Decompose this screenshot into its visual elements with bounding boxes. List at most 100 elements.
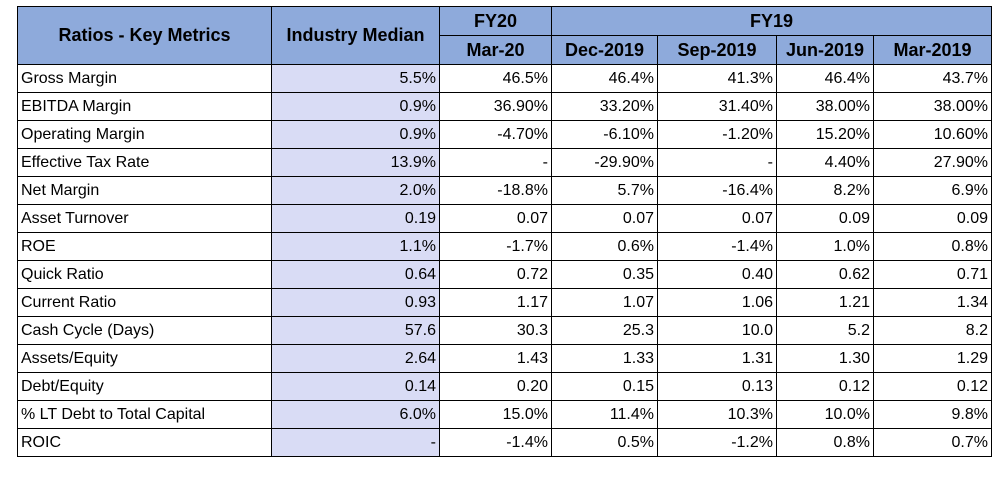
value-cell: 15.0% <box>439 400 552 429</box>
metric-name: Quick Ratio <box>17 260 272 289</box>
table-row: Current Ratio 0.93 1.17 1.07 1.06 1.21 1.34 <box>17 288 992 317</box>
value-cell: -6.10% <box>551 120 658 149</box>
value-cell: 8.2% <box>776 176 874 205</box>
industry-median-cell: 0.14 <box>271 372 440 401</box>
value-cell: 0.07 <box>439 204 552 233</box>
value-cell: 1.30 <box>776 344 874 373</box>
value-cell: 43.7% <box>873 64 992 93</box>
industry-median-cell: 2.64 <box>271 344 440 373</box>
value-cell: 27.90% <box>873 148 992 177</box>
industry-median-cell: 0.19 <box>271 204 440 233</box>
metric-name: Gross Margin <box>17 64 272 93</box>
value-cell: 46.5% <box>439 64 552 93</box>
metric-name: Assets/Equity <box>17 344 272 373</box>
value-cell: 9.8% <box>873 400 992 429</box>
value-cell: 0.09 <box>873 204 992 233</box>
table-row: Cash Cycle (Days) 57.6 30.3 25.3 10.0 5.2 8.2 <box>17 316 992 345</box>
table-row: % LT Debt to Total Capital 6.0% 15.0% 11.4%… <box>17 400 992 429</box>
value-cell: 1.06 <box>657 288 777 317</box>
value-cell: 46.4% <box>551 64 658 93</box>
value-cell: 1.07 <box>551 288 658 317</box>
value-cell: -1.4% <box>439 428 552 457</box>
value-cell: 30.3 <box>439 316 552 345</box>
value-cell: - <box>657 148 777 177</box>
value-cell: 0.35 <box>551 260 658 289</box>
value-cell: 0.72 <box>439 260 552 289</box>
period-header: Sep-2019 <box>657 35 777 65</box>
table-body: Gross Margin 5.5% 46.5% 46.4% 41.3% 46.4% 43.7… <box>17 64 992 457</box>
table-row: EBITDA Margin 0.9% 36.90% 33.20% 31.40% 38.00… <box>17 92 992 121</box>
value-cell: 1.34 <box>873 288 992 317</box>
header-row-top: Ratios - Key Metrics Industry Median FY2… <box>17 6 992 65</box>
table-row: Effective Tax Rate 13.9% - -29.90% -4.40% 27.… <box>17 148 992 177</box>
value-cell: 38.00% <box>776 92 874 121</box>
value-cell: 0.07 <box>657 204 777 233</box>
industry-median-cell: 0.9% <box>271 120 440 149</box>
table-row: Operating Margin 0.9% -4.70% -6.10% -1.20% 15… <box>17 120 992 149</box>
value-cell: 0.15 <box>551 372 658 401</box>
value-cell: -16.4% <box>657 176 777 205</box>
table-row: ROE 1.1% -1.7% 0.6% -1.4% 1.0% 0.8% <box>17 232 992 261</box>
value-cell: 41.3% <box>657 64 777 93</box>
industry-median-cell: 13.9% <box>271 148 440 177</box>
value-cell: 15.20% <box>776 120 874 149</box>
fy19-header: FY19 <box>551 6 992 36</box>
fy20-header: FY20 <box>439 6 552 36</box>
metric-name: Net Margin <box>17 176 272 205</box>
header-row-periods: Mar-20 Dec-2019 Sep-2019 Jun-2019 Mar-20… <box>18 35 992 65</box>
value-cell: 0.13 <box>657 372 777 401</box>
value-cell: 11.4% <box>551 400 658 429</box>
industry-median-cell: 5.5% <box>271 64 440 93</box>
table-row: Gross Margin 5.5% 46.5% 46.4% 41.3% 46.4% 43.7… <box>17 64 992 93</box>
period-header: Mar-2019 <box>873 35 992 65</box>
value-cell: 38.00% <box>873 92 992 121</box>
metric-name: Current Ratio <box>17 288 272 317</box>
metric-name: Cash Cycle (Days) <box>17 316 272 345</box>
value-cell: 36.90% <box>439 92 552 121</box>
value-cell: -18.8% <box>439 176 552 205</box>
table-row: Assets/Equity 2.64 1.43 1.33 1.31 1.30 1.29 <box>17 344 992 373</box>
value-cell: -29.90% <box>551 148 658 177</box>
ratios-table: Ratios - Key Metrics Industry Median FY2… <box>17 6 992 457</box>
value-cell: 0.8% <box>873 232 992 261</box>
metric-header: Ratios - Key Metrics <box>17 6 272 65</box>
value-cell: 8.2 <box>873 316 992 345</box>
value-cell: 33.20% <box>551 92 658 121</box>
value-cell: 5.2 <box>776 316 874 345</box>
value-cell: 1.43 <box>439 344 552 373</box>
value-cell: -1.2% <box>657 428 777 457</box>
value-cell: -4.70% <box>439 120 552 149</box>
value-cell: 25.3 <box>551 316 658 345</box>
value-cell: 1.0% <box>776 232 874 261</box>
value-cell: 0.20 <box>439 372 552 401</box>
value-cell: 0.6% <box>551 232 658 261</box>
value-cell: 46.4% <box>776 64 874 93</box>
value-cell: 31.40% <box>657 92 777 121</box>
value-cell: 10.3% <box>657 400 777 429</box>
value-cell: 10.0 <box>657 316 777 345</box>
value-cell: - <box>439 148 552 177</box>
value-cell: 4.40% <box>776 148 874 177</box>
industry-median-cell: 0.64 <box>271 260 440 289</box>
industry-median-cell: 1.1% <box>271 232 440 261</box>
table-row: Net Margin 2.0% -18.8% 5.7% -16.4% 8.2% 6.9% <box>17 176 992 205</box>
value-cell: 10.0% <box>776 400 874 429</box>
value-cell: 0.40 <box>657 260 777 289</box>
metric-name: Effective Tax Rate <box>17 148 272 177</box>
table-row: Asset Turnover 0.19 0.07 0.07 0.07 0.09 0.09 <box>17 204 992 233</box>
value-cell: 6.9% <box>873 176 992 205</box>
value-cell: -1.7% <box>439 232 552 261</box>
metric-name: ROIC <box>17 428 272 457</box>
industry-median-cell: 6.0% <box>271 400 440 429</box>
metric-name: EBITDA Margin <box>17 92 272 121</box>
value-cell: -1.20% <box>657 120 777 149</box>
value-cell: 1.29 <box>873 344 992 373</box>
value-cell: 0.09 <box>776 204 874 233</box>
value-cell: 0.7% <box>873 428 992 457</box>
table-row: Debt/Equity 0.14 0.20 0.15 0.13 0.12 0.12 <box>17 372 992 401</box>
industry-median-header: Industry Median <box>271 6 440 65</box>
table-row: ROIC - -1.4% 0.5% -1.2% 0.8% 0.7% <box>17 428 992 457</box>
value-cell: 10.60% <box>873 120 992 149</box>
metric-name: Operating Margin <box>17 120 272 149</box>
value-cell: 1.31 <box>657 344 777 373</box>
